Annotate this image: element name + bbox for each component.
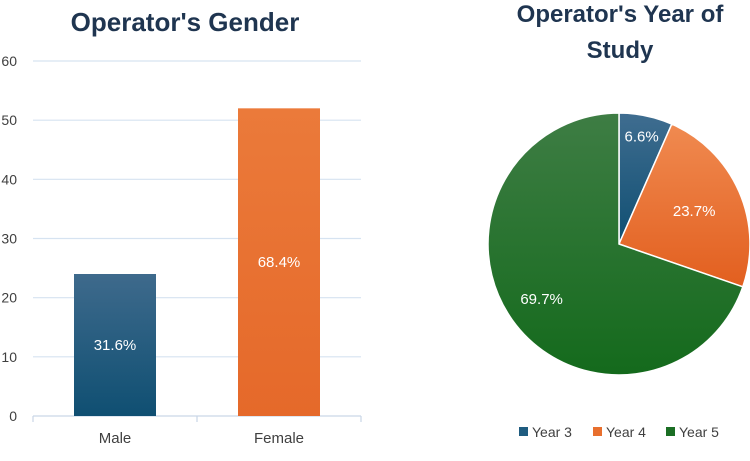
y-tick-label: 60 — [1, 53, 17, 69]
bar-chart-title: Operator's Gender — [71, 7, 300, 37]
y-tick-label: 50 — [1, 112, 17, 128]
pie-data-label: 6.6% — [625, 128, 659, 145]
pie-chart-slices — [487, 112, 750, 376]
y-tick-label: 30 — [1, 231, 17, 247]
bar-data-label: 31.6% — [94, 337, 137, 354]
legend-label: Year 5 — [679, 424, 719, 440]
year-pie-chart: Operator's Year of Study 6.6%23.7%69.7% … — [487, 1, 750, 440]
x-category-label: Female — [254, 430, 304, 447]
y-tick-label: 0 — [9, 408, 17, 424]
legend-label: Year 3 — [532, 424, 572, 440]
pie-chart-legend: Year 3 Year 4 Year 5 — [519, 424, 719, 440]
legend-swatch — [666, 427, 675, 436]
bar-data-label: 68.4% — [258, 254, 301, 271]
legend-item-year-4: Year 4 — [593, 424, 646, 440]
pie-slice-year-5 — [487, 112, 744, 376]
legend-label: Year 4 — [606, 424, 646, 440]
pie-chart-title-line-1: Operator's Year of — [517, 1, 725, 28]
gender-bar-chart: Operator's Gender 0 10 20 30 40 50 60 31.6% 68.… — [1, 7, 362, 447]
bar-chart-bars: 31.6% 68.4% — [74, 108, 320, 416]
pie-data-label: 23.7% — [673, 203, 716, 220]
legend-swatch — [519, 427, 528, 436]
bar-male — [74, 274, 156, 416]
legend-item-year-5: Year 5 — [666, 424, 719, 440]
x-category-label: Male — [99, 430, 132, 447]
y-tick-label: 10 — [1, 349, 17, 365]
pie-data-label: 69.7% — [520, 291, 563, 308]
bar-chart-x-labels: Male Female — [99, 430, 304, 447]
y-tick-label: 40 — [1, 171, 17, 187]
legend-item-year-3: Year 3 — [519, 424, 572, 440]
y-tick-label: 20 — [1, 290, 17, 306]
pie-chart-title-line-2: Study — [587, 37, 654, 64]
bar-female — [238, 108, 320, 416]
bar-chart-y-ticks: 0 10 20 30 40 50 60 — [1, 53, 17, 424]
pie-chart-data-labels: 6.6% 23.7% 69.7% — [520, 128, 715, 308]
legend-swatch — [593, 427, 602, 436]
pie-slice-year-4 — [617, 123, 750, 288]
